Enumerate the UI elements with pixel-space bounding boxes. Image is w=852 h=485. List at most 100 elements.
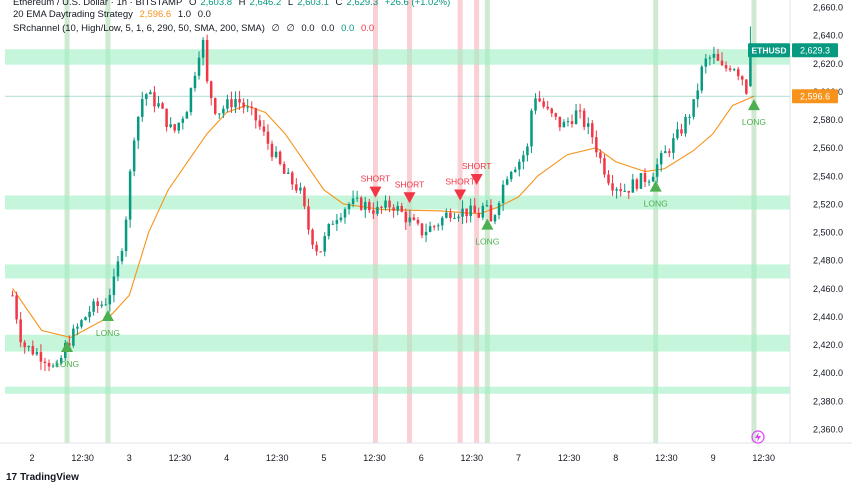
candle-down <box>603 158 606 175</box>
candle-up <box>323 236 326 252</box>
candle-up <box>132 140 136 172</box>
candle-up <box>355 197 359 199</box>
candle-down <box>716 53 720 61</box>
y-tick-label: 2,620.0 <box>813 59 843 69</box>
candle-up <box>493 215 497 222</box>
x-tick-label: 4 <box>224 453 229 463</box>
candle-up <box>35 352 39 355</box>
candle-up <box>59 357 63 364</box>
candle-up <box>169 124 172 127</box>
candle-down <box>550 108 554 114</box>
candle-down <box>319 251 322 253</box>
short-signal-arrow <box>470 174 483 186</box>
candle-up <box>441 217 444 226</box>
long-signal-arrow <box>101 310 114 322</box>
ema-indicator-name: 20 EMA Daytrading Strategy <box>13 9 133 20</box>
candle-up <box>445 212 448 218</box>
candle-up <box>732 69 736 71</box>
y-tick-label: 2,580.0 <box>813 115 843 125</box>
candle-up <box>116 261 120 277</box>
long-signal-arrow <box>61 340 74 352</box>
ema-price-label: 2,596.6 <box>800 92 830 102</box>
short-signal-arrow <box>454 189 467 201</box>
candle-down <box>591 123 594 138</box>
y-tick-label: 2,440.0 <box>813 312 843 322</box>
ema-line <box>12 95 755 339</box>
short-signal-label: SHORT <box>361 174 391 184</box>
candle-down <box>542 101 545 107</box>
candle-down <box>31 346 35 355</box>
candle-up <box>688 116 691 118</box>
candle-up <box>651 176 655 182</box>
candle-up <box>226 99 229 109</box>
candle-down <box>400 205 403 212</box>
candle-down <box>449 212 452 218</box>
candle-down <box>558 116 562 128</box>
y-tick-label: 2,520.0 <box>813 199 843 209</box>
price-tags-layer: ETHUSD 2,629.3 2,596.6 <box>5 43 838 444</box>
candle-up <box>363 201 367 210</box>
sr-indicator-line[interactable]: SRchannel (10, High/Low, 5, 1, 6, 290, 5… <box>13 23 378 35</box>
ema-indicator-line[interactable]: 20 EMA Daytrading Strategy 2,596.6 1.0 0… <box>13 9 215 21</box>
candle-down <box>489 205 493 222</box>
x-tick-label: 12:30 <box>71 453 94 463</box>
y-tick-label: 2,460.0 <box>813 284 843 294</box>
candle-down <box>570 121 574 124</box>
candle-up <box>201 40 205 58</box>
candle-down <box>368 201 371 211</box>
candle-up <box>51 365 55 367</box>
candle-down <box>611 183 614 191</box>
candle-down <box>380 206 383 208</box>
y-tick-label: 2,560.0 <box>813 143 843 153</box>
candle-up <box>436 225 440 227</box>
y-tick-label: 2,540.0 <box>813 171 843 181</box>
sr-zone <box>5 386 790 394</box>
high-value: 2,646.2 <box>249 0 282 8</box>
y-tick-label: 2,500.0 <box>813 228 843 238</box>
candle-up <box>513 169 517 173</box>
candle-up <box>112 276 116 296</box>
candle-down <box>643 173 647 182</box>
candle-down <box>582 110 586 127</box>
tradingview-logo[interactable]: 17 TradingView <box>6 472 79 483</box>
long-signal-label: LONG <box>644 199 668 209</box>
y-tick-label: 2,400.0 <box>813 368 843 378</box>
candle-up <box>522 155 525 162</box>
candle-up <box>76 326 79 329</box>
candle-down <box>250 106 253 109</box>
candle-up <box>299 187 302 191</box>
candle-down <box>295 184 298 191</box>
candle-down <box>161 103 164 109</box>
sr-zone <box>5 334 790 352</box>
candle-down <box>242 102 245 108</box>
y-tick-label: 2,660.0 <box>813 3 843 13</box>
close-value: 2,629.3 <box>346 0 379 8</box>
sr-value-2: ∅ <box>286 23 295 34</box>
candle-up <box>157 103 160 107</box>
candle-down <box>96 301 99 306</box>
candle-down <box>668 151 671 153</box>
x-tick-label: 12:30 <box>266 453 289 463</box>
candle-up <box>408 217 412 223</box>
candle-down <box>473 205 476 213</box>
candle-up <box>481 205 485 218</box>
sr-value-4: 0.0 <box>321 23 335 34</box>
candle-down <box>724 65 728 69</box>
symbol-line: Ethereum / U.S. Dollar · 1h · BITSTAMP <box>13 0 183 8</box>
long-signal-label: LONG <box>96 328 120 338</box>
candle-down <box>303 187 306 207</box>
candle-up <box>562 121 566 128</box>
candle-down <box>15 295 18 320</box>
price-axis-layer: 2,360.0 2,380.0 2,400.0 2,420.0 2,440.0 2,460… <box>789 0 852 485</box>
tradingview-mark-icon: 17 <box>6 472 18 483</box>
short-signal-bar <box>474 0 480 443</box>
ema-indicator-extra2: 0.0 <box>197 9 211 20</box>
candle-up <box>335 220 339 224</box>
long-signal-label: LONG <box>742 117 766 127</box>
sr-indicator-name: SRchannel (10, High/Low, 5, 1, 6, 290, 5… <box>13 23 265 34</box>
candle-up <box>197 57 201 76</box>
candle-up <box>100 304 103 306</box>
candle-up <box>509 172 513 180</box>
time-axis-layer: 2 12:30 3 12:30 4 12:30 5 12:30 6 12:30 7 12:30 8 12:… <box>0 442 852 463</box>
